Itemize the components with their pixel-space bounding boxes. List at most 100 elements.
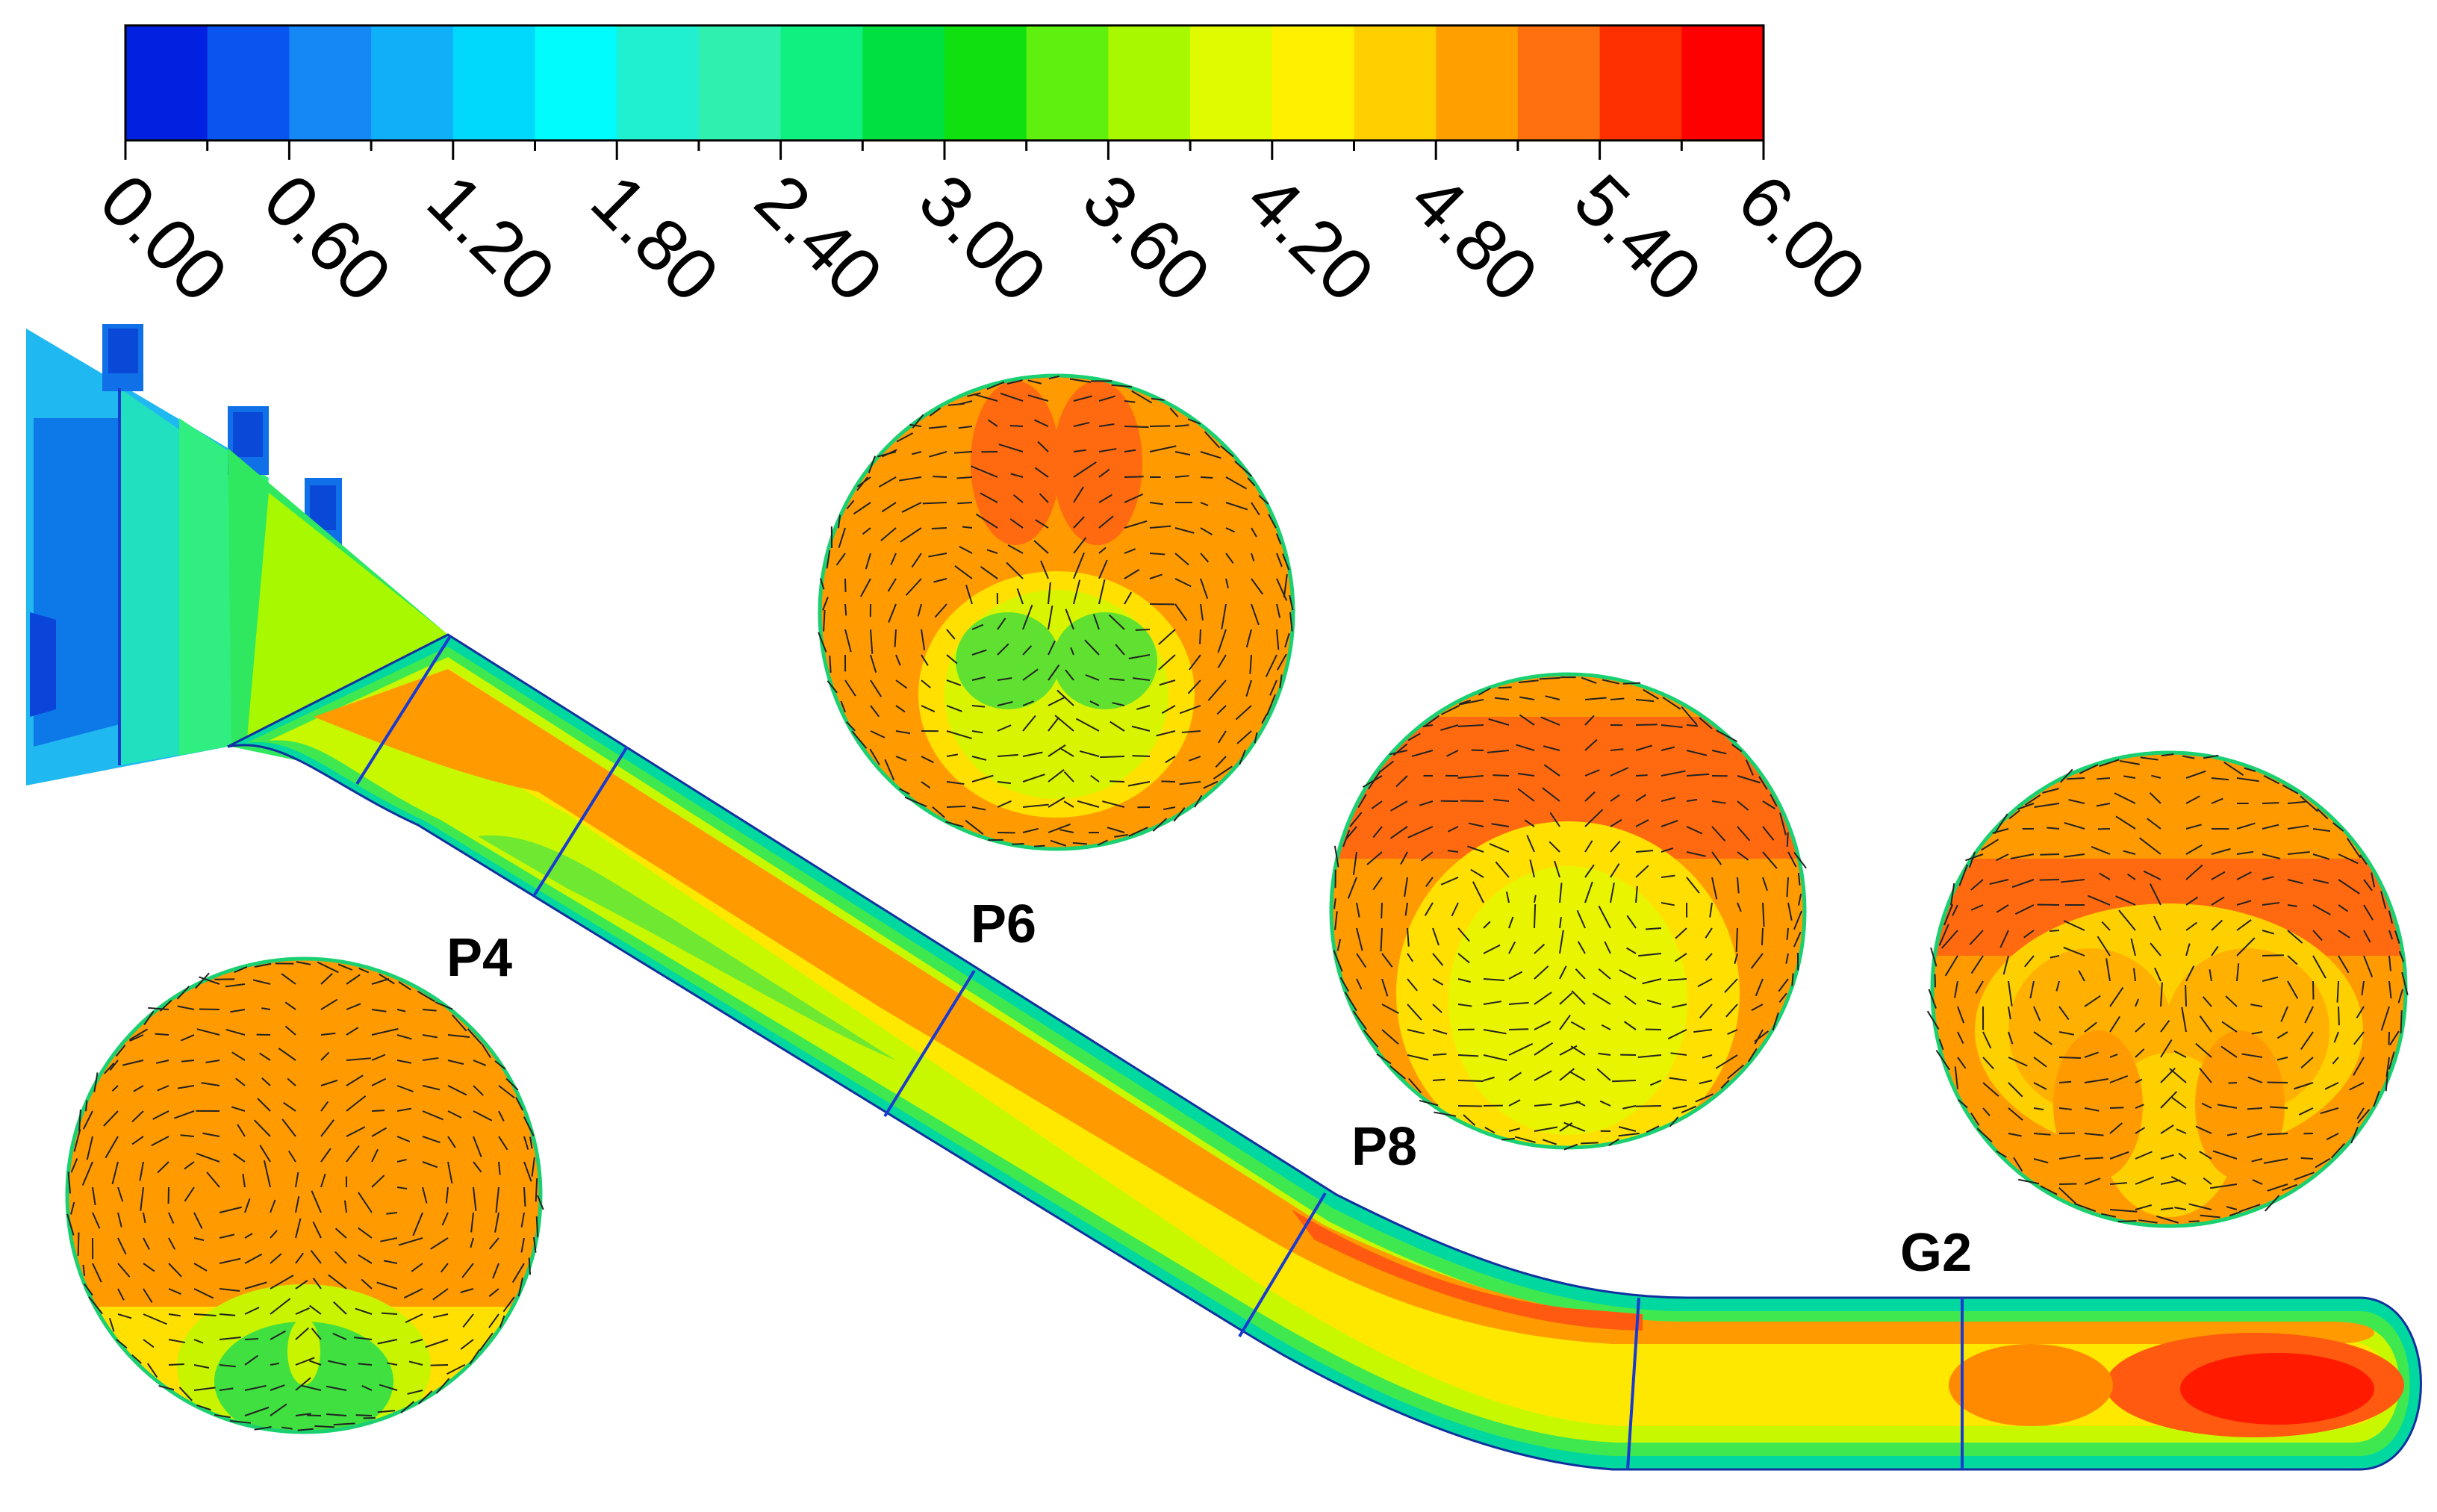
velocity-vector [1483,1054,1507,1062]
velocity-vector [1958,864,1969,886]
velocity-vector [2049,930,2060,933]
velocity-vector [1635,865,1649,878]
velocity-vector [2091,846,2111,855]
velocity-vector [1352,1010,1368,1030]
velocity-vector [143,1339,155,1348]
velocity-vector [115,1045,126,1057]
velocity-vector [2115,815,2136,830]
velocity-vector [1127,781,1151,787]
velocity-vector [965,819,984,835]
velocity-vector [505,1077,519,1091]
velocity-vector [435,1001,453,1010]
velocity-vector [1033,419,1049,427]
velocity-vector [2338,930,2350,939]
velocity-vector [1161,780,1176,783]
velocity-vector [84,1283,93,1296]
velocity-vector [1225,578,1229,588]
outlet-red-core [2180,1353,2374,1425]
velocity-vector [469,1348,481,1365]
velocity-vector [355,1414,373,1416]
velocity-vector [206,1172,220,1188]
velocity-vector [495,1186,499,1213]
velocity-vector [2119,760,2140,765]
velocity-vector [473,1110,493,1121]
velocity-vector [953,451,973,454]
colorbar-ticks [124,140,1765,160]
velocity-vector [971,806,986,811]
velocity-vector [1269,679,1277,696]
velocity-vector [371,1054,386,1061]
velocity-vector [1149,502,1164,505]
velocity-vector [2361,980,2365,995]
velocity-vector [2247,1107,2263,1110]
velocity-vector [2236,850,2254,855]
velocity-vector [929,451,947,458]
velocity-vector [2276,1057,2288,1061]
velocity-vector [2236,777,2259,783]
velocity-vector [1009,518,1024,529]
velocity-vector [2211,777,2229,781]
velocity-vector [2153,915,2161,931]
velocity-vector [387,1362,398,1366]
velocity-vector [520,1237,525,1253]
velocity-vector [2033,1133,2051,1136]
velocity-vector [2251,1158,2263,1163]
colorbar-swatch [289,25,372,140]
velocity-vector [1642,978,1662,985]
velocity-vector [371,1009,387,1012]
velocity-vector [1079,750,1100,757]
velocity-vector [1149,525,1171,529]
inlet-chamber-deep [30,612,56,717]
velocity-vector [1711,826,1726,842]
velocity-vector [1225,527,1236,533]
velocity-vector [376,1281,398,1289]
velocity-vector [1204,431,1221,449]
velocity-vector [1559,1068,1575,1081]
velocity-vector [2084,995,2101,1007]
velocity-vector [1432,1053,1447,1056]
velocity-vector [1339,977,1350,992]
velocity-vector [1432,1004,1442,1013]
velocity-vector [499,1315,505,1328]
velocity-vector [1584,738,1598,751]
velocity-vector [1463,1114,1476,1126]
velocity-vector [1108,614,1125,630]
velocity-vector [2173,1050,2187,1058]
colorbar-swatch [1436,25,1519,140]
velocity-vector [1458,699,1484,706]
velocity-vector [2262,976,2279,982]
velocity-vector [396,1085,414,1092]
velocity-vector [1734,953,1738,965]
velocity-vector [1982,1057,1994,1070]
velocity-vector [956,476,973,479]
velocity-vector [1519,696,1535,700]
velocity-vector [2294,1172,2315,1180]
velocity-vector [1404,877,1408,897]
velocity-vector [1363,1030,1379,1048]
velocity-vector [2023,955,2035,968]
velocity-vector [1446,750,1459,757]
velocity-vector [1219,445,1234,458]
velocity-vector [895,756,907,762]
velocity-vector [1493,774,1510,777]
velocity-vector [2338,955,2350,974]
velocity-vector [1693,1029,1713,1033]
velocity-vector [1251,502,1260,516]
velocity-vector [498,1136,508,1151]
velocity-vector [422,1057,439,1061]
velocity-vector [168,1288,181,1295]
velocity-vector [358,1192,373,1213]
velocity-vector [2135,1104,2144,1109]
velocity-vector [93,1072,99,1092]
velocity-vector [1635,699,1655,703]
velocity-vector [261,1007,271,1010]
velocity-vector [2008,1107,2023,1121]
velocity-vector [2203,754,2219,759]
velocity-vector [2312,980,2315,1000]
velocity-vector [971,676,986,681]
velocity-vector [2149,883,2161,906]
velocity-vector [2008,1133,2022,1137]
velocity-vector [1646,1125,1660,1133]
velocity-vector [2135,1127,2146,1134]
